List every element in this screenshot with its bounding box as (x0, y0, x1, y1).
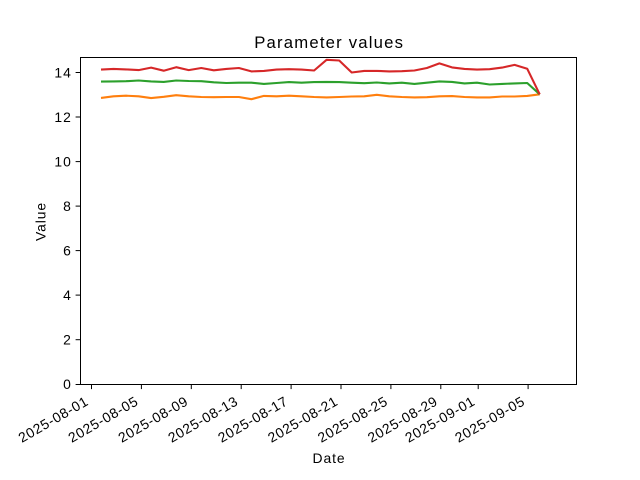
svg-text:Value: Value (33, 202, 49, 241)
svg-text:0: 0 (63, 376, 72, 392)
svg-text:10: 10 (54, 154, 72, 170)
svg-text:2: 2 (63, 332, 72, 348)
svg-text:Date: Date (313, 450, 346, 466)
svg-text:8: 8 (63, 198, 72, 214)
svg-text:4: 4 (63, 287, 72, 303)
svg-text:Parameter values: Parameter values (254, 33, 404, 52)
svg-text:6: 6 (63, 243, 72, 259)
svg-text:14: 14 (54, 65, 72, 81)
svg-text:12: 12 (54, 109, 72, 125)
